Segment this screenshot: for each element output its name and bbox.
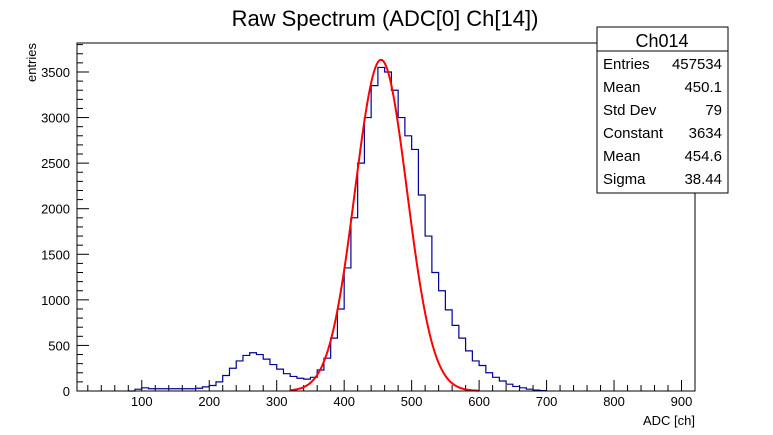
x-tick-label: 300	[266, 394, 288, 409]
stats-value: 79	[705, 102, 722, 119]
x-tick-label: 700	[536, 394, 558, 409]
x-tick-label: 800	[603, 394, 625, 409]
stats-value: 3634	[689, 125, 722, 142]
y-tick-label: 2500	[41, 156, 70, 171]
stats-label: Constant	[603, 125, 664, 142]
gaussian-fit-line	[290, 58, 480, 392]
y-tick-label: 3000	[41, 111, 70, 126]
y-tick-label: 0	[63, 384, 70, 399]
x-tick-label: 500	[401, 394, 423, 409]
y-tick-label: 2000	[41, 202, 70, 217]
y-axis-label: entries	[24, 43, 39, 83]
x-tick-label: 600	[468, 394, 490, 409]
stats-label: Sigma	[603, 171, 646, 188]
y-tick-label: 1000	[41, 293, 70, 308]
y-tick-label: 3500	[41, 65, 70, 80]
stats-value: 454.6	[684, 148, 722, 165]
histogram-series	[128, 66, 548, 392]
stats-value: 38.44	[684, 171, 722, 188]
x-tick-label: 200	[198, 394, 220, 409]
plot-frame	[76, 42, 696, 392]
stats-box: Ch014 Entries 457534 Mean 450.1 Std Dev 79 Con…	[596, 26, 729, 194]
x-tick-label: 100	[131, 394, 153, 409]
chart-title: Raw Spectrum (ADC[0] Ch[14])	[232, 6, 539, 31]
x-tick-label: 900	[671, 394, 693, 409]
y-tick-label: 500	[48, 338, 70, 353]
stats-title: Ch014	[635, 31, 688, 51]
stats-label: Mean	[603, 148, 641, 165]
stats-label: Entries	[603, 56, 650, 73]
stats-value: 457534	[672, 56, 722, 73]
stats-value: 450.1	[684, 79, 722, 96]
x-axis-label: ADC [ch]	[643, 413, 695, 428]
x-tick-label: 400	[333, 394, 355, 409]
stats-label: Mean	[603, 79, 641, 96]
stats-label: Std Dev	[603, 102, 657, 119]
y-tick-label: 1500	[41, 247, 70, 262]
